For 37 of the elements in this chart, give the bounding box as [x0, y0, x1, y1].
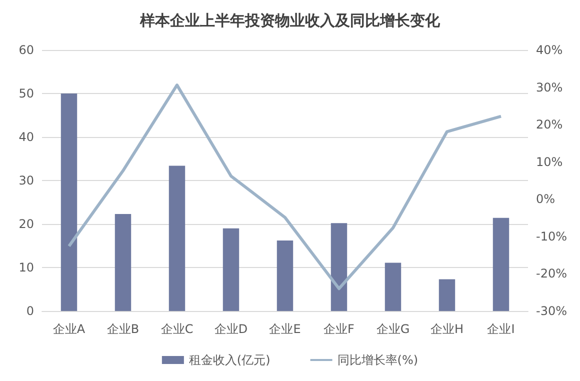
- y2-tick-label: 20%: [536, 118, 563, 132]
- bar: [60, 94, 78, 311]
- y2-tick-label: 30%: [536, 80, 563, 94]
- x-tick-label: 企业B: [106, 322, 140, 336]
- y-tick-label: 20: [18, 217, 34, 231]
- x-tick-label: 企业I: [487, 322, 515, 336]
- x-tick-label: 企业H: [430, 322, 464, 336]
- bar: [114, 214, 132, 311]
- y2-tick-label: -10%: [536, 229, 568, 244]
- y-tick-label: 10: [18, 260, 34, 274]
- y-tick-label: 0: [26, 304, 34, 318]
- bar: [168, 166, 186, 311]
- bar: [384, 262, 402, 311]
- bar: [492, 218, 510, 311]
- x-tick-label: 企业E: [269, 322, 301, 336]
- x-tick-label: 企业F: [324, 322, 355, 336]
- y2-tick-label: 10%: [536, 154, 563, 169]
- bar: [276, 240, 294, 311]
- y2-tick-label: 40%: [536, 43, 563, 57]
- x-tick-label: 企业C: [160, 322, 194, 336]
- bar: [222, 228, 240, 311]
- legend-label: 同比增长率(%): [337, 353, 418, 367]
- y-tick-label: 40: [18, 130, 34, 144]
- legend-label: 租金收入(亿元): [188, 353, 270, 367]
- y2-tick-label: -30%: [536, 304, 568, 318]
- x-tick-label: 企业A: [52, 322, 86, 336]
- bar: [330, 223, 348, 311]
- y-tick-label: 60: [18, 43, 34, 57]
- y-tick-label: 30: [18, 174, 34, 188]
- y2-tick-label: 0%: [536, 192, 556, 206]
- y2-tick-label: -20%: [536, 266, 568, 281]
- y-tick-label: 50: [18, 86, 34, 100]
- line-series: [68, 84, 502, 290]
- chart-title: 样本企业上半年投资物业收入及同比增长变化: [139, 12, 441, 30]
- x-tick-label: 企业D: [214, 322, 248, 336]
- bar: [438, 279, 456, 311]
- x-tick-label: 企业G: [376, 322, 410, 336]
